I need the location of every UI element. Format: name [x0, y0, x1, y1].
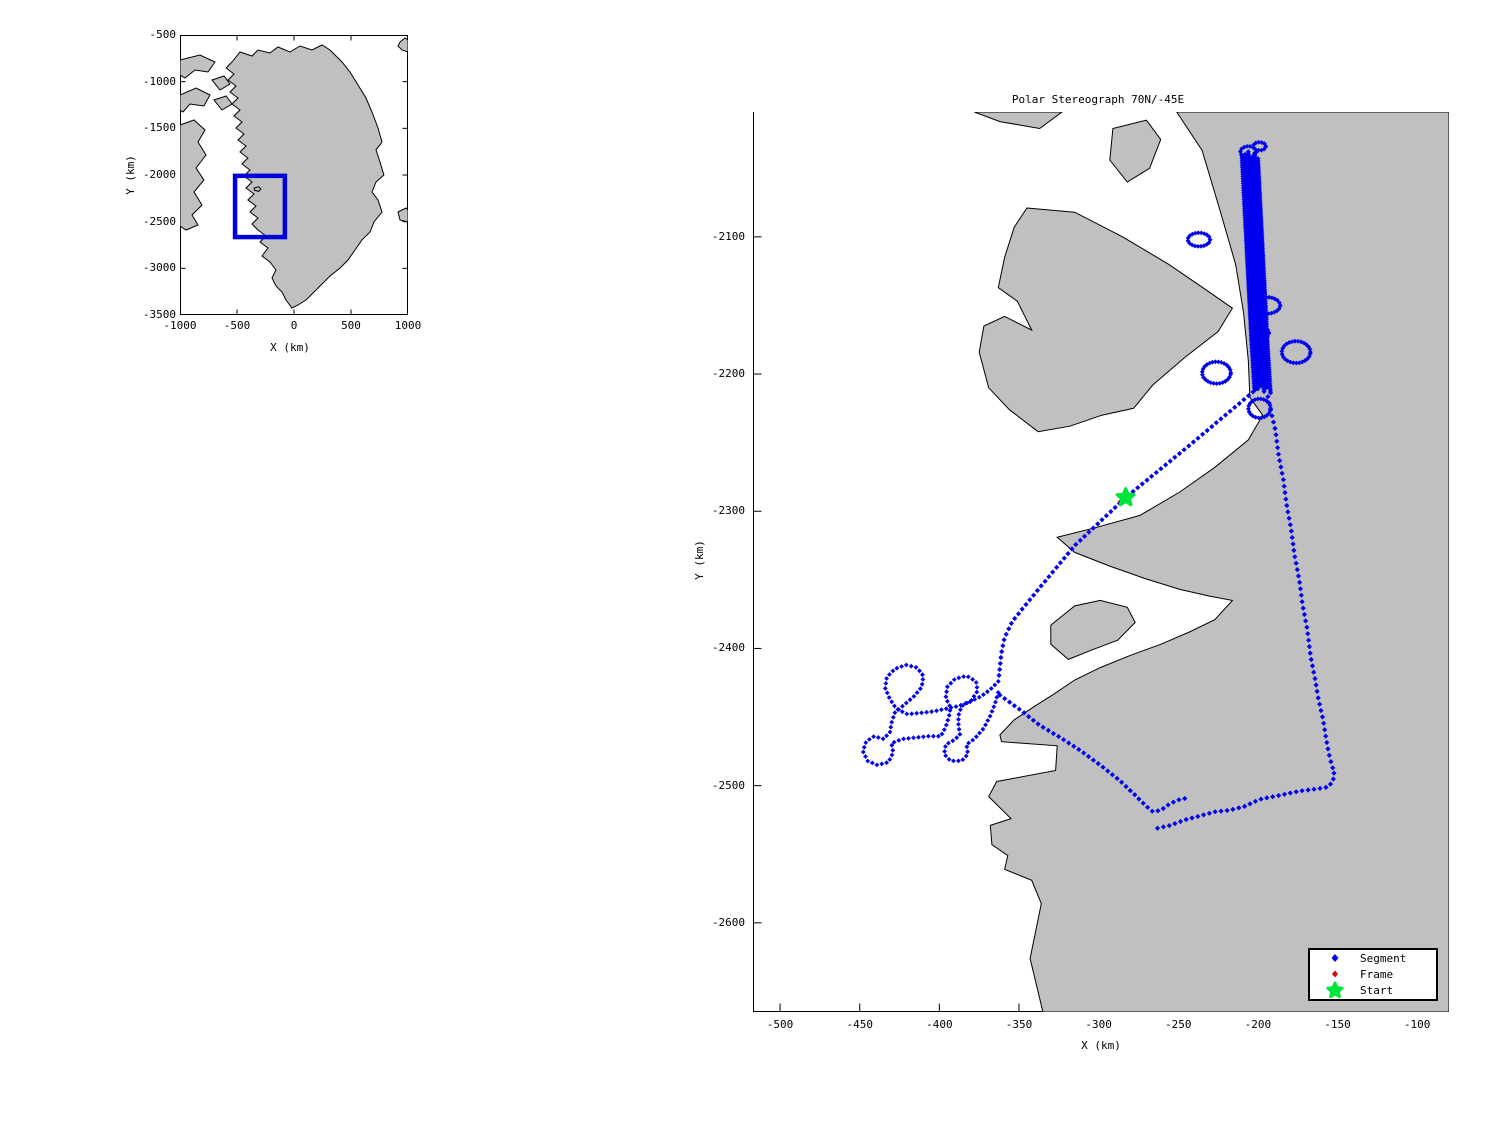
tick-label: -250	[1164, 1018, 1192, 1031]
land-polygon	[213, 95, 233, 111]
tick-label: -2400	[711, 641, 745, 655]
detail-x-axis-label: X (km)	[1081, 1039, 1121, 1052]
start-marker	[1115, 487, 1136, 507]
land-polygon	[211, 75, 231, 91]
detail-map-title: Polar Stereograph 70N/-45E	[1011, 93, 1185, 106]
tick-label: -400	[926, 1018, 953, 1031]
land-polygon	[1050, 599, 1136, 660]
legend-label-segment: Segment	[1360, 951, 1407, 965]
tick-label: -1000	[142, 74, 176, 88]
land-polygon	[988, 112, 1449, 1012]
legend-label-start: Start	[1360, 983, 1394, 997]
overview-map-canvas	[180, 35, 408, 315]
tick-label: -2200	[711, 367, 745, 381]
tick-label: -2100	[711, 229, 745, 243]
tick-label: -3500	[142, 308, 176, 321]
land-polygon	[1109, 119, 1162, 183]
tick-label: -200	[1244, 1018, 1272, 1031]
tick-label: -1000	[163, 319, 197, 332]
land-polygon	[978, 207, 1234, 433]
legend-item-segment: Segment	[1310, 950, 1436, 966]
tick-label: -300	[1085, 1018, 1112, 1031]
land-polygon	[253, 186, 262, 192]
tick-label: -500	[223, 319, 251, 332]
tick-label: 0	[290, 319, 298, 332]
overview-x-axis-label: X (km)	[270, 341, 310, 354]
legend-label-frame: Frame	[1360, 967, 1394, 981]
tick-label: -100	[1403, 1018, 1431, 1031]
detail-map-canvas	[753, 112, 1449, 1012]
legend-item-start: Start	[1310, 981, 1436, 999]
tick-label: -500	[766, 1018, 794, 1031]
tick-label: -500	[149, 28, 177, 41]
tick-label: -2000	[142, 168, 176, 181]
tick-label: -450	[846, 1018, 873, 1031]
land-polygon	[974, 112, 1063, 130]
tick-label: -2300	[711, 504, 745, 518]
tick-label: -3000	[142, 261, 176, 275]
legend: Segment Frame Start	[1308, 948, 1438, 1001]
legend-item-frame: Frame	[1310, 966, 1436, 982]
tick-label: -2600	[711, 915, 745, 929]
tick-label: 500	[341, 319, 361, 332]
land-polygon	[397, 207, 408, 223]
land-polygon	[180, 119, 207, 231]
tick-label: -350	[1005, 1018, 1033, 1031]
tick-label: 1000	[394, 319, 422, 332]
tick-label: -2500	[142, 214, 176, 228]
tick-label: -150	[1324, 1018, 1351, 1031]
tick-label: -1500	[142, 121, 176, 135]
land-polygon	[397, 37, 408, 53]
land-polygon	[180, 54, 216, 79]
tick-label: -2500	[711, 778, 745, 792]
land-polygon	[225, 44, 385, 309]
land-polygon	[180, 87, 211, 113]
coverage-highlight-box	[232, 173, 288, 240]
